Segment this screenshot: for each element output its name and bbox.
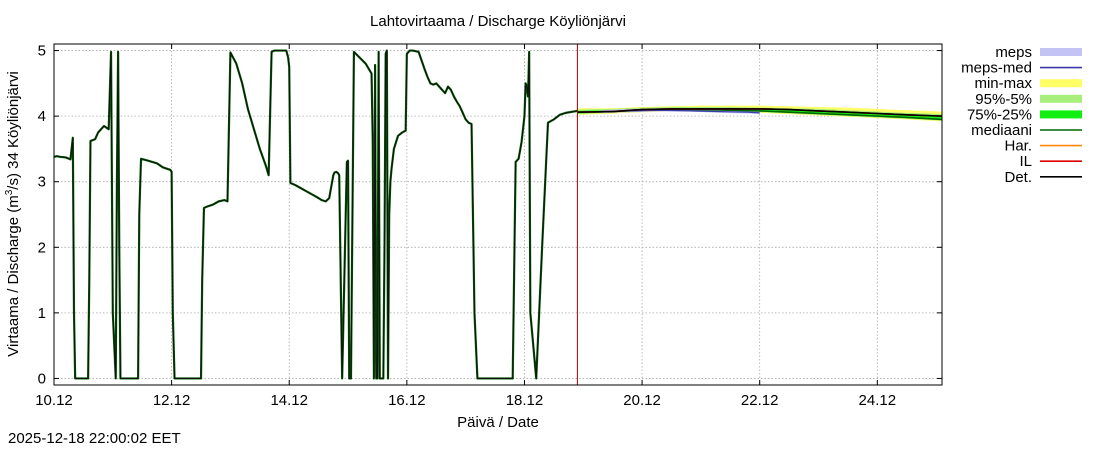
y-tick-label: 2 <box>38 239 46 256</box>
legend-label: 75%-25% <box>967 106 1032 123</box>
legend-label: mediaani <box>971 122 1032 139</box>
y-tick-label: 1 <box>38 305 46 322</box>
y-axis-label-prefix: Virtaama / Discharge (m <box>5 195 22 356</box>
x-axis-label: Päivä / Date <box>457 414 539 431</box>
observed-median-line <box>53 49 578 380</box>
y-axis-label-superscript: 3 <box>4 189 15 195</box>
legend-label: 95%-5% <box>975 91 1032 108</box>
x-tick-label: 16.12 <box>388 392 426 409</box>
x-tick-label: 10.12 <box>35 392 73 409</box>
grid-layer <box>53 44 942 385</box>
y-tick-label: 4 <box>38 108 46 125</box>
plot-frame <box>53 43 943 386</box>
legend: mepsmeps-medmin-max95%-5%75%-25%mediaani… <box>961 44 1082 186</box>
y-tick-label: 5 <box>38 43 46 60</box>
x-tick-label: 22.12 <box>741 392 779 409</box>
y-tick-label: 0 <box>38 370 46 387</box>
x-tick-label: 18.12 <box>506 392 544 409</box>
legend-label: min-max <box>974 75 1032 92</box>
y-axis-label-suffix: /s) 34 Köyliönjärvi <box>5 71 22 189</box>
legend-label: meps-med <box>961 60 1032 77</box>
line-layer <box>53 44 943 385</box>
legend-label: meps <box>995 44 1032 61</box>
legend-label: IL <box>1019 153 1032 170</box>
x-tick-label: 24.12 <box>859 392 897 409</box>
x-tick-label: 20.12 <box>623 392 661 409</box>
legend-swatch <box>1040 48 1082 56</box>
tick-layer: 10.12 12.12 14.12 16.12 18.12 20.12 22.12 24.12… <box>35 43 942 409</box>
legend-label: Har. <box>1004 138 1032 155</box>
det-forecast-line <box>577 108 943 117</box>
legend-swatch <box>1040 110 1082 119</box>
timestamp-footer: 2025-12-18 22:00:02 EET <box>8 430 181 447</box>
x-tick-label: 14.12 <box>270 392 308 409</box>
legend-swatch <box>1040 79 1082 88</box>
y-axis-label: Virtaama / Discharge (m3/s) 34 Köyliönjä… <box>4 71 22 356</box>
x-tick-label: 12.12 <box>153 392 191 409</box>
y-tick-label: 3 <box>38 174 46 191</box>
legend-swatch <box>1040 94 1082 103</box>
chart-title: Lahtovirtaama / Discharge Köyliönjärvi <box>370 13 626 30</box>
legend-label: Det. <box>1004 169 1032 186</box>
observed-discharge-line <box>53 50 578 379</box>
